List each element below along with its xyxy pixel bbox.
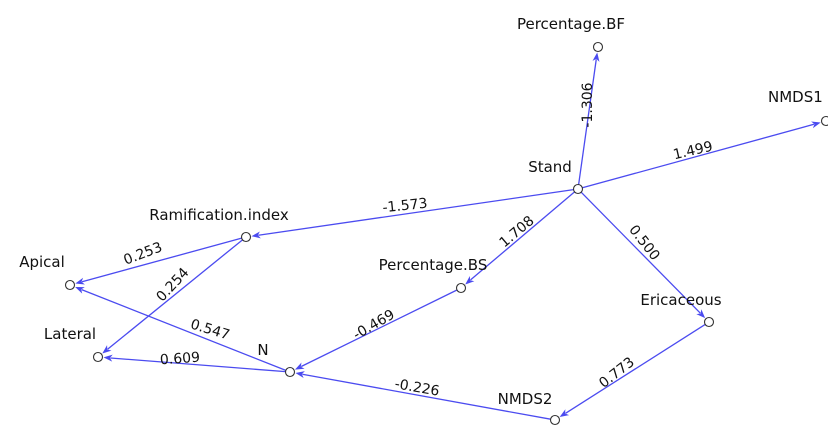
node-percentage_bs[interactable]: Percentage.BS xyxy=(379,256,488,294)
node-label: NMDS1 xyxy=(768,88,823,106)
arrow-head-icon xyxy=(465,275,475,285)
arrow-head-icon xyxy=(811,121,821,129)
node-circle-icon[interactable] xyxy=(92,351,104,363)
node-label: Stand xyxy=(528,158,572,176)
arrow-head-icon xyxy=(559,409,570,418)
node-ramification_index[interactable]: Ramification.index xyxy=(149,206,289,243)
node-nmds1[interactable]: NMDS1 xyxy=(768,88,828,127)
edge-line xyxy=(107,239,243,350)
arrow-head-icon xyxy=(294,362,305,370)
edge-stand-to-nmds1: 1.499 xyxy=(582,121,821,189)
node-circle-icon[interactable] xyxy=(592,41,604,53)
node-ericaceous[interactable]: Ericaceous xyxy=(640,291,722,328)
edge-label: 0.253 xyxy=(121,239,164,268)
edge-label: -1.573 xyxy=(382,196,429,217)
node-label: Ramification.index xyxy=(149,206,289,224)
edge-ericaceous-to-nmds2: 0.773 xyxy=(559,323,706,418)
node-circle-icon[interactable] xyxy=(572,183,584,195)
edge-label: -0.226 xyxy=(393,376,440,400)
node-apical[interactable]: Apical xyxy=(19,253,76,291)
node-n[interactable]: N xyxy=(257,341,296,378)
arrow-head-icon xyxy=(102,345,112,354)
node-label: Percentage.BF xyxy=(517,15,625,33)
arrow-head-icon xyxy=(251,231,261,239)
nodes-layer: Stand Percentage.BF NMDS1 Ramification.inde… xyxy=(19,15,828,426)
node-circle-icon[interactable] xyxy=(240,231,252,243)
node-label: Percentage.BS xyxy=(379,256,488,274)
arrow-head-icon xyxy=(696,309,706,319)
node-label: Lateral xyxy=(44,325,96,343)
node-circle-icon[interactable] xyxy=(455,282,467,294)
arrow-head-icon xyxy=(295,371,305,379)
arrow-head-icon xyxy=(75,287,85,294)
edge-percentage_bs-to-n: -0.469 xyxy=(294,289,458,370)
edge-line xyxy=(81,237,242,283)
arrow-head-icon xyxy=(103,354,113,362)
edge-label: -0.469 xyxy=(350,307,397,343)
edge-line xyxy=(258,189,574,236)
arrow-head-icon xyxy=(75,277,85,285)
edge-line xyxy=(582,123,815,189)
node-label: NMDS2 xyxy=(498,390,553,408)
edge-stand-to-percentage_bf: -1.306 xyxy=(577,52,600,185)
node-percentage_bf[interactable]: Percentage.BF xyxy=(517,15,625,53)
node-circle-icon[interactable] xyxy=(284,366,296,378)
edge-label: 0.773 xyxy=(596,354,637,391)
edge-line xyxy=(577,59,597,185)
edge-line xyxy=(580,191,701,314)
node-label: N xyxy=(257,341,268,359)
edge-nmds2-to-n: -0.226 xyxy=(295,371,551,420)
arrow-head-icon xyxy=(592,52,600,62)
node-label: Apical xyxy=(19,253,65,271)
node-label: Ericaceous xyxy=(640,291,721,309)
edge-label: 1.499 xyxy=(672,139,715,164)
edge-label: 0.609 xyxy=(159,350,200,369)
node-circle-icon[interactable] xyxy=(820,115,828,127)
edge-label: 0.547 xyxy=(188,316,231,343)
node-circle-icon[interactable] xyxy=(703,316,715,328)
edge-n-to-lateral: 0.609 xyxy=(103,350,286,373)
node-circle-icon[interactable] xyxy=(64,279,76,291)
edge-line xyxy=(565,323,706,414)
edge-line xyxy=(110,357,286,373)
edge-line xyxy=(300,289,458,368)
edge-line xyxy=(81,288,287,371)
edge-label: -1.306 xyxy=(580,82,596,127)
edge-stand-to-ramification_index: -1.573 xyxy=(251,189,574,239)
node-nmds2[interactable]: NMDS2 xyxy=(498,390,561,426)
node-lateral[interactable]: Lateral xyxy=(44,325,104,363)
edge-line xyxy=(302,373,551,420)
node-circle-icon[interactable] xyxy=(549,414,561,426)
edge-line xyxy=(470,191,575,281)
edge-label: 1.708 xyxy=(497,213,538,251)
node-stand[interactable]: Stand xyxy=(528,158,584,195)
